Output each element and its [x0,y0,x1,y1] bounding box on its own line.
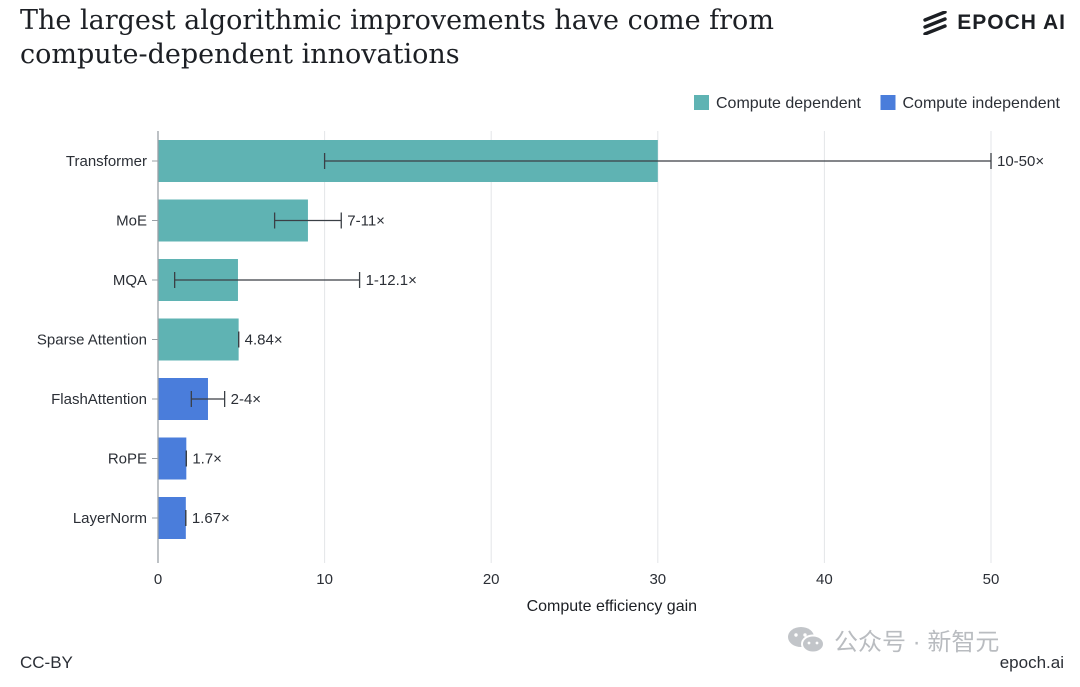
epoch-ai-logo[interactable]: EPOCH AI [923,8,1066,38]
category-label: FlashAttention [51,391,147,408]
watermark: 公众号 · 新智元 [786,622,999,657]
license-label: CC-BY [20,653,73,672]
site-link[interactable]: epoch.ai [999,653,1064,672]
data-label: 1-12.1× [366,272,417,289]
epoch-stripes-icon [923,11,947,35]
x-tick-label: 20 [483,571,500,588]
bar-layernorm [158,497,186,539]
x-tick-label: 30 [649,571,666,588]
category-label: MQA [113,272,147,289]
chart-title: The largest algorithmic improvements hav… [20,5,774,70]
category-label: MoE [116,213,147,230]
data-label: 1.67× [192,510,230,527]
category-label: RoPE [108,451,147,468]
data-label: 1.7× [192,451,222,468]
x-tick-label: 40 [816,571,833,588]
legend-label: Compute dependent [716,95,862,112]
x-tick-label: 50 [983,571,1000,588]
x-tick-label: 10 [316,571,333,588]
legend-swatch [880,95,896,110]
legend-swatch [694,95,709,110]
bar-sparse-attention [158,318,239,361]
legend-label: Compute independent [903,95,1061,112]
wechat-icon [788,626,825,653]
x-tick-label: 0 [154,571,162,588]
bar-rope [158,437,187,480]
category-label: Transformer [66,153,147,170]
watermark-text: 公众号 · 新智元 [834,629,1000,656]
data-label: 7-11× [347,213,385,230]
data-label: 4.84× [245,332,283,349]
category-label: LayerNorm [73,510,147,527]
data-label: 10-50× [997,153,1044,170]
logo-text: EPOCH AI [957,11,1066,34]
x-axis-title: Compute efficiency gain [527,598,697,615]
data-label: 2-4× [231,391,261,408]
category-label: Sparse Attention [37,332,147,349]
